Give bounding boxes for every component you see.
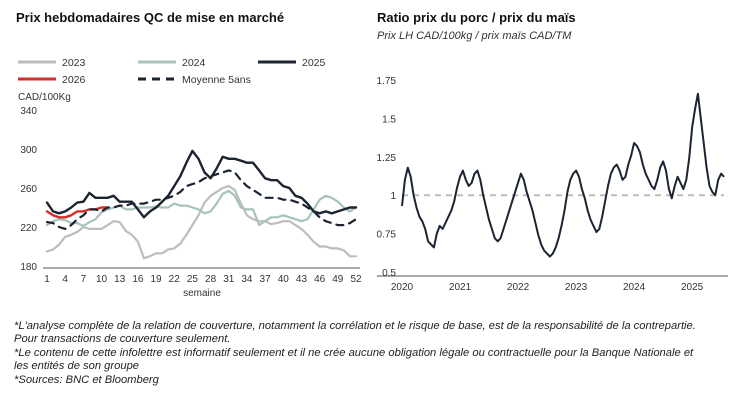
y-tick-label: 260 xyxy=(20,184,37,195)
y-tick-label: 1.5 xyxy=(382,114,396,125)
left-axes: 1 4 7 10 13 16 19 22 25 28 31 34 37 40 43 46 49 52 180 220 2… xyxy=(20,106,362,285)
right-axes: 0.5 0.75 1 1.25 1.5 1.75 2020 2021 2022 2023 2024 2… xyxy=(377,76,728,293)
right-series xyxy=(401,92,725,258)
series-line-2023 xyxy=(45,185,358,260)
x-tick-label: 2025 xyxy=(681,282,704,293)
price-ratio-chart: 0.5 0.75 1 1.25 1.5 1.75 2020 2021 2022 2023 2024 2… xyxy=(377,76,728,293)
x-tick-label: 2024 xyxy=(623,282,646,293)
footnotes: *L'analyse complète de la relation de co… xyxy=(14,320,704,387)
x-tick-label: 28 xyxy=(205,274,217,285)
x-tick-label: 4 xyxy=(62,274,68,285)
x-tick-label: 19 xyxy=(150,274,162,285)
y-tick-label: 1 xyxy=(390,191,396,202)
right-chart-subtitle: Prix LH CAD/100kg / prix maïs CAD/TM xyxy=(377,30,572,42)
x-axis-label: semaine xyxy=(183,288,221,299)
x-tick-label: 46 xyxy=(314,274,326,285)
x-tick-label: 2023 xyxy=(565,282,588,293)
x-tick-label: 10 xyxy=(96,274,108,285)
series-line-moyenne-5ans xyxy=(45,169,358,230)
y-tick-label: 300 xyxy=(20,145,37,156)
x-tick-label: 2021 xyxy=(449,282,472,293)
x-tick-label: 13 xyxy=(114,274,126,285)
x-tick-label: 7 xyxy=(81,274,87,285)
footnote-analysis: *L'analyse complète de la relation de co… xyxy=(14,320,696,346)
series-line-ratio xyxy=(401,92,725,258)
x-tick-label: 22 xyxy=(169,274,181,285)
x-tick-label: 31 xyxy=(223,274,235,285)
left-series xyxy=(45,149,358,260)
x-tick-label: 16 xyxy=(132,274,144,285)
x-tick-label: 49 xyxy=(332,274,344,285)
series-line-2025 xyxy=(45,149,358,219)
y-tick-label: 220 xyxy=(20,223,37,234)
y-tick-label: 1.75 xyxy=(377,76,396,87)
left-chart-title: Prix hebdomadaires QC de mise en marché xyxy=(16,10,285,25)
y-tick-label: 1.25 xyxy=(377,153,396,164)
x-tick-label: 25 xyxy=(187,274,199,285)
legend-label: Moyenne 5ans xyxy=(182,74,251,86)
legend-label: 2025 xyxy=(302,57,326,69)
footnote-sources: *Sources: BNC et Bloomberg xyxy=(14,373,159,386)
weekly-price-chart: 2023 2024 2025 2026 Moyenne 5ans CAD/100Kg 1… xyxy=(18,57,362,299)
x-tick-label: 52 xyxy=(350,274,362,285)
y-tick-label: 0.75 xyxy=(377,230,396,241)
legend-label: 2026 xyxy=(62,74,86,86)
x-tick-label: 40 xyxy=(278,274,290,285)
y-axis-unit-label: CAD/100Kg xyxy=(18,92,71,103)
series-line-2026 xyxy=(45,206,109,219)
x-tick-label: 43 xyxy=(296,274,308,285)
y-tick-label: 180 xyxy=(20,262,37,273)
x-tick-label: 37 xyxy=(260,274,272,285)
x-tick-label: 2022 xyxy=(507,282,530,293)
footnote-disclaimer: *Le contenu de cette infolettre est info… xyxy=(14,346,694,373)
chart-legend: 2023 2024 2025 2026 Moyenne 5ans xyxy=(18,57,326,86)
y-tick-label: 340 xyxy=(20,106,37,117)
right-chart-title: Ratio prix du porc / prix du maïs xyxy=(377,10,576,25)
series-line-2024 xyxy=(45,189,358,228)
legend-label: 2024 xyxy=(182,57,206,69)
legend-label: 2023 xyxy=(62,57,86,69)
x-tick-label: 34 xyxy=(241,274,253,285)
x-tick-label: 2020 xyxy=(391,282,414,293)
y-tick-label: 0.5 xyxy=(382,268,396,279)
x-tick-label: 1 xyxy=(44,274,50,285)
